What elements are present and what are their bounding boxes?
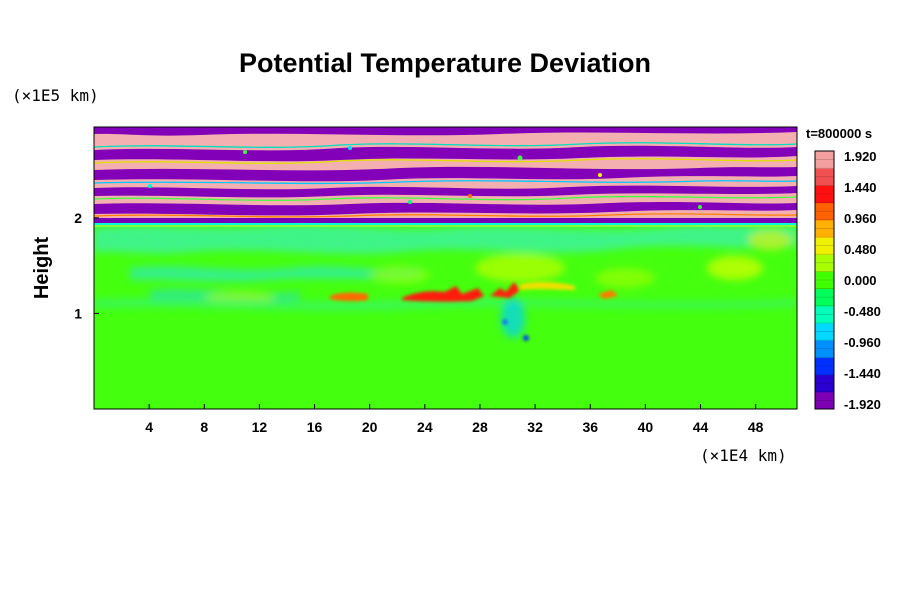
plot-area xyxy=(94,127,797,409)
stripe-specks xyxy=(148,146,702,209)
plot-frame xyxy=(93,126,798,410)
yellow-patch xyxy=(748,230,792,250)
colorbar-tick-label: 0.000 xyxy=(844,273,877,288)
x-tick-label: 12 xyxy=(252,419,268,435)
stripe-edges xyxy=(94,142,797,227)
time-label: t=800000 s xyxy=(806,126,872,141)
colorbar: 1.920 1.440 0.960 0.480 0.000 -0.480 -0.960 -1.… xyxy=(814,149,881,412)
orange-streak xyxy=(330,292,368,302)
stripe xyxy=(94,218,797,223)
cyan-band xyxy=(94,224,797,254)
x-tick-label: 24 xyxy=(417,419,433,435)
yellow-patch xyxy=(707,256,763,280)
x-tick-label: 16 xyxy=(307,419,323,435)
y-tick-label: 2 xyxy=(74,210,82,226)
colorbar-tick-label: -0.960 xyxy=(844,335,881,350)
x-axis-unit: (×1E4 km) xyxy=(700,446,787,465)
warm-streaks xyxy=(330,281,618,341)
x-tick-label: 8 xyxy=(200,419,208,435)
colorbar-tick-label: 1.920 xyxy=(844,149,877,164)
x-tick-label: 32 xyxy=(527,419,543,435)
red-streak xyxy=(490,282,520,298)
stripe xyxy=(94,145,797,162)
purple-stripes xyxy=(94,127,797,223)
colorbar-swatch xyxy=(815,185,834,204)
colorbar-tick-label: 0.480 xyxy=(844,242,877,257)
y-axis-unit: (×1E5 km) xyxy=(12,86,99,105)
x-tick-label: 40 xyxy=(638,419,654,435)
y-tick-label: 1 xyxy=(74,305,82,321)
yellow-patch xyxy=(475,254,565,282)
x-tick-label: 48 xyxy=(748,419,764,435)
stripe xyxy=(94,127,797,136)
cyan-patch xyxy=(501,298,525,338)
colorbar-tick-label: 0.960 xyxy=(844,211,877,226)
colorbar-swatch xyxy=(815,391,834,410)
yellow-patch xyxy=(370,266,430,284)
blue-spot xyxy=(502,319,508,325)
y-axis-label: Height xyxy=(31,237,53,300)
x-tick-label: 4 xyxy=(145,419,153,435)
colorbar-tick-label: 1.440 xyxy=(844,180,877,195)
chart-title: Potential Temperature Deviation xyxy=(239,48,651,78)
orange-streak xyxy=(598,290,618,299)
colorbar-swatch xyxy=(815,374,834,393)
colorbar-swatch xyxy=(815,219,834,238)
blue-spot xyxy=(523,335,529,341)
stripe xyxy=(94,166,797,182)
lower-region xyxy=(94,224,797,338)
x-axis: 4 8 12 16 20 24 28 32 36 40 44 48 xyxy=(145,404,764,435)
y-axis: 12 xyxy=(74,210,99,321)
colorbar-swatch xyxy=(815,237,834,255)
stripe xyxy=(94,202,797,216)
cyan-wave xyxy=(94,299,797,310)
colorbar-swatch xyxy=(815,151,834,169)
colorbar-frame xyxy=(814,150,835,410)
yellow-streak xyxy=(520,281,575,290)
colorbar-swatch xyxy=(815,340,834,358)
stripe xyxy=(94,185,797,198)
teal-streak xyxy=(130,266,420,282)
x-tick-label: 28 xyxy=(472,419,488,435)
colorbar-tick-label: -0.480 xyxy=(844,304,881,319)
x-tick-label: 20 xyxy=(362,419,378,435)
x-tick-label: 36 xyxy=(582,419,598,435)
colorbar-swatch xyxy=(815,323,834,341)
yellow-patch xyxy=(595,268,655,288)
colorbar-swatch xyxy=(815,288,834,307)
colorbar-swatch xyxy=(815,168,834,186)
colorbar-tick-label: -1.920 xyxy=(844,397,881,412)
colorbar-tick-label: -1.440 xyxy=(844,366,881,381)
colorbar-swatch xyxy=(815,202,834,221)
colorbar-swatch xyxy=(815,254,834,272)
colorbar-swatch xyxy=(815,271,834,290)
red-streak xyxy=(402,286,484,302)
colorbar-swatch xyxy=(815,357,834,376)
x-tick-label: 44 xyxy=(693,419,709,435)
colorbar-swatch xyxy=(815,305,834,324)
